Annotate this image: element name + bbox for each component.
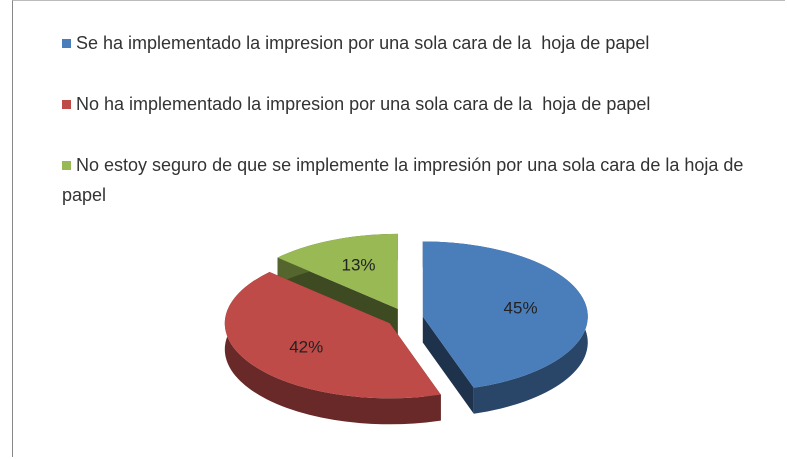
data-label: 13%: [342, 256, 376, 275]
legend-swatch: [62, 39, 71, 48]
chart-frame: [12, 0, 785, 457]
legend-label: No estoy seguro de que se implemente la …: [62, 155, 749, 205]
slice: [422, 241, 588, 388]
data-label: 45%: [504, 299, 538, 318]
data-label: 42%: [289, 338, 323, 357]
legend-label: Se ha implementado la impresion por una …: [76, 33, 650, 53]
legend-swatch: [62, 161, 71, 170]
slice-cut-wall: [422, 316, 474, 414]
legend-swatch: [62, 100, 71, 109]
legend-item: No ha implementado la impresion por una …: [62, 89, 762, 119]
legend-item: No estoy seguro de que se implemente la …: [62, 150, 762, 210]
slice: [277, 233, 398, 309]
slice: [224, 271, 441, 399]
slice-side: [224, 271, 441, 425]
legend: Se ha implementado la impresion por una …: [62, 28, 762, 241]
legend-label: No ha implementado la impresion por una …: [76, 94, 651, 114]
legend-item: Se ha implementado la impresion por una …: [62, 28, 762, 58]
